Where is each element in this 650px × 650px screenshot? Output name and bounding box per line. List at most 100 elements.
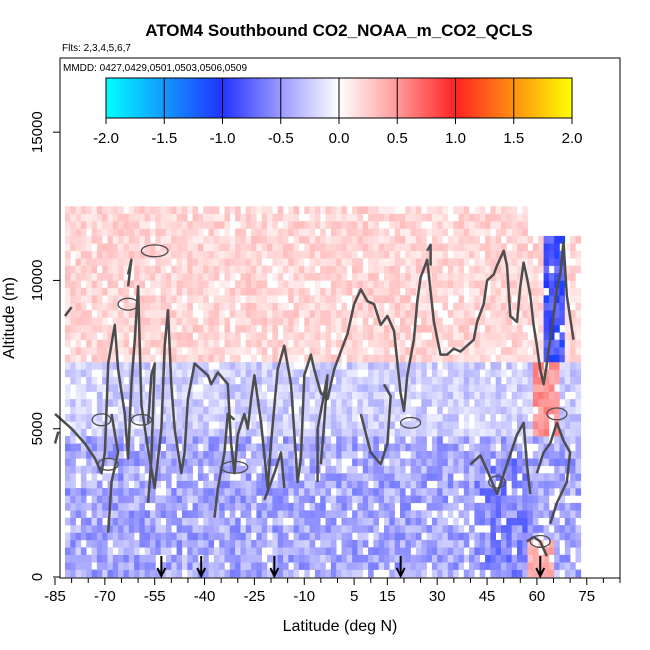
heatmap-cell — [182, 302, 188, 311]
heatmap-cell — [192, 451, 199, 459]
heatmap-cell — [479, 213, 486, 222]
heatmap-cell — [224, 525, 231, 533]
heatmap-cell — [102, 473, 108, 481]
heatmap-cell — [213, 273, 220, 281]
heatmap-cell — [415, 221, 422, 229]
zero-contour-seg — [263, 451, 286, 501]
heatmap-cell — [453, 562, 459, 570]
heatmap-cell — [309, 510, 316, 518]
heatmap-cell — [277, 213, 284, 222]
heatmap-cell — [75, 347, 82, 355]
heatmap-cell — [293, 258, 300, 266]
heatmap-cell — [224, 465, 231, 474]
heatmap-cell — [458, 317, 465, 326]
heatmap-cell — [352, 265, 358, 274]
heatmap-cell — [431, 562, 438, 570]
heatmap-cell — [469, 369, 475, 378]
heatmap-cell — [400, 473, 406, 481]
heatmap-cell — [70, 273, 76, 281]
colorbar-segment — [379, 78, 384, 118]
colorbar-segment — [522, 78, 526, 118]
heatmap-cell — [400, 480, 406, 489]
heatmap-cell — [219, 399, 225, 407]
heatmap-cell — [330, 443, 337, 452]
heatmap-cell — [288, 206, 294, 214]
colorbar-segment — [438, 78, 442, 118]
heatmap-cell — [373, 369, 379, 378]
heatmap-cell — [309, 532, 316, 541]
heatmap-cell — [538, 473, 544, 481]
heatmap-cell — [405, 539, 411, 548]
heatmap-cell — [384, 258, 390, 266]
heatmap-cell — [86, 221, 92, 229]
heatmap-cell — [75, 317, 82, 326]
heatmap-cell — [224, 406, 231, 415]
heatmap-cell — [554, 532, 560, 541]
heatmap-cell — [543, 347, 550, 355]
heatmap-cell — [463, 347, 470, 355]
heatmap-cell — [309, 235, 316, 244]
heatmap-cell — [389, 354, 395, 363]
heatmap-cell — [506, 273, 512, 281]
heatmap-cell — [166, 280, 172, 289]
heatmap-cell — [240, 488, 247, 496]
heatmap-cell — [410, 562, 417, 570]
heatmap-cell — [235, 406, 241, 415]
heatmap-cell — [548, 280, 555, 289]
heatmap-cell — [224, 250, 231, 259]
heatmap-cell — [352, 480, 358, 489]
heatmap-cell — [421, 539, 427, 548]
colorbar-tick-label: -1.5 — [151, 130, 177, 147]
heatmap-cell — [474, 406, 480, 415]
heatmap-cell — [91, 495, 98, 504]
heatmap-cell — [176, 258, 183, 266]
heatmap-cell — [389, 332, 395, 340]
heatmap-cell — [527, 317, 534, 326]
heatmap-cell — [341, 273, 348, 281]
heatmap-cell — [182, 413, 188, 422]
heatmap-cell — [373, 354, 379, 363]
heatmap-cell — [134, 384, 140, 392]
heatmap-cell — [272, 488, 278, 496]
heatmap-cell — [283, 539, 289, 548]
heatmap-cell — [187, 510, 193, 518]
heatmap-cell — [511, 347, 518, 355]
heatmap-cell — [203, 391, 209, 400]
heatmap-cell — [139, 243, 145, 252]
heatmap-cell — [330, 406, 337, 415]
heatmap-cell — [490, 562, 496, 570]
heatmap-cell — [192, 354, 199, 363]
heatmap-cell — [437, 339, 443, 348]
heatmap-cell — [102, 458, 108, 467]
heatmap-cell — [213, 406, 220, 415]
heatmap-cell — [70, 421, 76, 429]
heatmap-cell — [564, 324, 571, 333]
heatmap-cell — [405, 421, 411, 429]
heatmap-cell — [203, 243, 209, 252]
heatmap-cell — [501, 302, 507, 311]
heatmap-cell — [283, 324, 289, 333]
heatmap-cell — [490, 510, 496, 518]
heatmap-cell — [373, 517, 379, 526]
heatmap-cell — [410, 436, 417, 444]
heatmap-cell — [532, 310, 539, 318]
heatmap-cell — [564, 554, 571, 563]
heatmap-cell — [134, 206, 140, 214]
heatmap-cell — [208, 302, 215, 311]
heatmap-cell — [426, 339, 433, 348]
heatmap-cell — [102, 273, 108, 281]
heatmap-cell — [139, 495, 145, 504]
heatmap-cell — [277, 287, 284, 296]
heatmap-cell — [251, 488, 257, 496]
heatmap-cell — [123, 295, 130, 303]
heatmap-cell — [155, 510, 161, 518]
heatmap-cell — [298, 465, 305, 474]
heatmap-cell — [96, 258, 103, 266]
heatmap-cell — [139, 354, 145, 363]
heatmap-cell — [267, 525, 273, 533]
heatmap-cell — [70, 413, 76, 422]
heatmap-cell — [187, 317, 193, 326]
heatmap-cell — [251, 539, 257, 548]
heatmap-cell — [118, 206, 124, 214]
heatmap-cell — [501, 206, 507, 214]
